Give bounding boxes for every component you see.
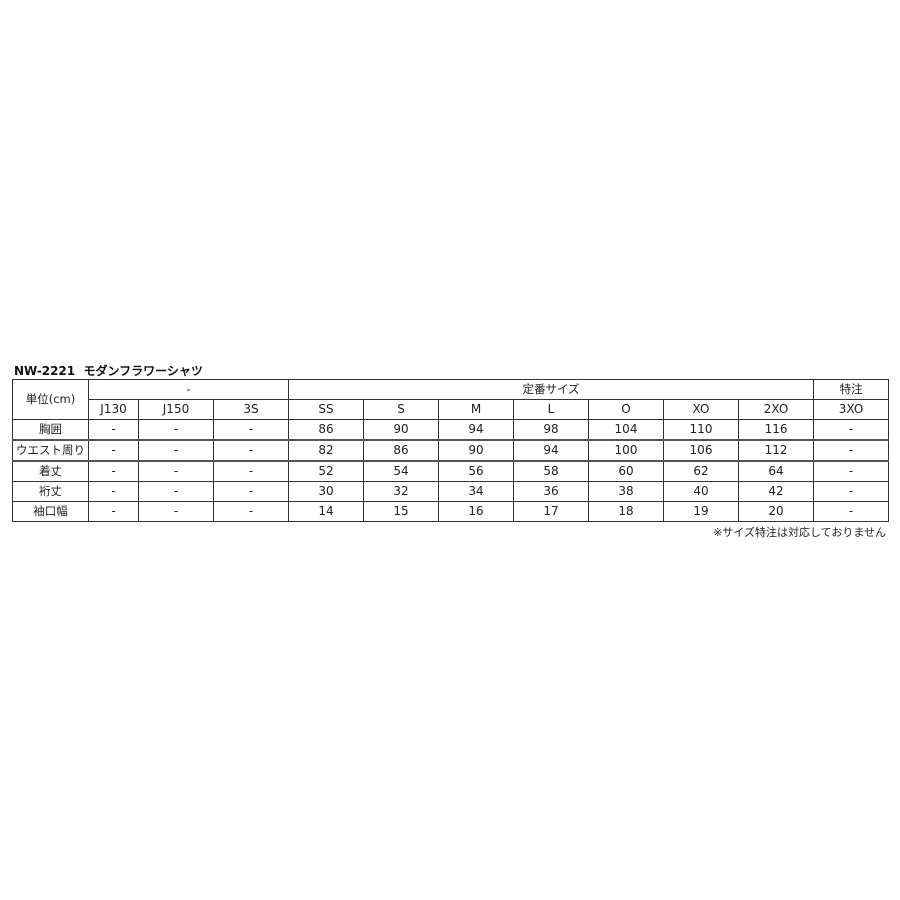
group-header: 特注 [813,379,890,400]
table-cell: 32 [363,481,439,502]
table-cell: 60 [588,460,664,482]
table-row: 着丈 - - -52 54 56 58 60 62 64- [12,460,890,482]
row-label: ウエスト周り [12,439,89,462]
table-cell: - [813,501,890,522]
table-cell: 106 [663,439,739,462]
size-header: 3XO [813,399,890,420]
table-cell: 52 [288,460,364,482]
table-cell: - [138,439,214,462]
table-cell: 40 [663,481,739,502]
size-header: XO [663,399,739,420]
table-cell: 86 [288,419,364,441]
table-cell: - [88,501,139,522]
table-cell: 64 [737,460,815,482]
size-header: 2XO [737,399,815,420]
table-cell: 62 [663,460,739,482]
table-cell: 42 [737,481,815,502]
size-header: M [438,399,514,420]
table-cell: - [213,439,289,462]
size-header: 3S [213,399,289,420]
size-header: L [513,399,589,420]
table-cell: 38 [588,481,664,502]
group-header: - [88,379,289,400]
table-cell: 82 [288,439,364,462]
table-row: 胸囲 - - -86 90 94 98 104 110 116- [12,419,890,441]
row-label: 裄丈 [12,481,89,502]
table-cell: 30 [288,481,364,502]
table-cell: 100 [588,439,664,462]
table-cell: - [213,501,289,522]
unit-label: 単位(cm) [12,379,89,420]
table-cell: 94 [438,419,514,441]
table-cell: - [813,439,890,462]
table-cell: - [138,419,214,441]
table-cell: 98 [513,419,589,441]
table-cell: - [88,419,139,441]
table-cell: 17 [513,501,589,522]
table-cell: - [138,481,214,502]
table-cell: 20 [737,501,815,522]
table-cell: - [813,481,890,502]
table-row: 袖口幅 - - -14 15 16 17 18 19 20- [12,501,890,522]
table-cell: 19 [663,501,739,522]
table-cell: 90 [438,439,514,462]
table-cell: - [138,460,214,482]
group-header-row: 単位(cm) - 定番サイズ 特注 [12,379,890,420]
table-cell: 54 [363,460,439,482]
table-cell: 34 [438,481,514,502]
size-header: J150 [138,399,214,420]
table-cell: 94 [513,439,589,462]
table-cell: 110 [663,419,739,441]
table-row: ウエスト周り - - -82 86 90 94 100 106 112- [12,439,890,462]
table-cell: 58 [513,460,589,482]
size-header: SS [288,399,364,420]
table-cell: - [213,460,289,482]
size-header-row: J130 J150 3S SS S M L O XO 2XO 3XO [13,399,890,420]
table-cell: 18 [588,501,664,522]
table-cell: - [138,501,214,522]
table-cell: - [88,460,139,482]
footnote: ※サイズ特注は対応しておりません [713,526,886,539]
table-row: 裄丈 - - -30 32 34 36 38 40 42- [12,481,890,502]
table-cell: 16 [438,501,514,522]
table-cell: 104 [588,419,664,441]
table-cell: 56 [438,460,514,482]
row-label: 袖口幅 [12,501,89,522]
size-table: 単位(cm) - 定番サイズ 特注 J130 J150 3S SS S M L O XO 2XO 3… [12,379,890,522]
table-cell: - [813,460,890,482]
size-header: J130 [88,399,139,420]
table-cell: 14 [288,501,364,522]
table-cell: 116 [737,419,815,441]
table-cell: 90 [363,419,439,441]
table-cell: - [213,481,289,502]
table-cell: - [813,419,890,441]
table-cell: 86 [363,439,439,462]
table-cell: 15 [363,501,439,522]
table-cell: 112 [737,439,815,462]
table-cell: - [88,481,139,502]
size-header: O [588,399,664,420]
size-header: S [363,399,439,420]
row-label: 着丈 [12,460,89,482]
table-cell: - [213,419,289,441]
product-title: NW-2221 モダンフラワーシャツ [14,364,203,378]
row-label: 胸囲 [12,419,89,441]
group-header: 定番サイズ [287,379,815,400]
table-cell: - [88,439,139,462]
table-cell: 36 [513,481,589,502]
